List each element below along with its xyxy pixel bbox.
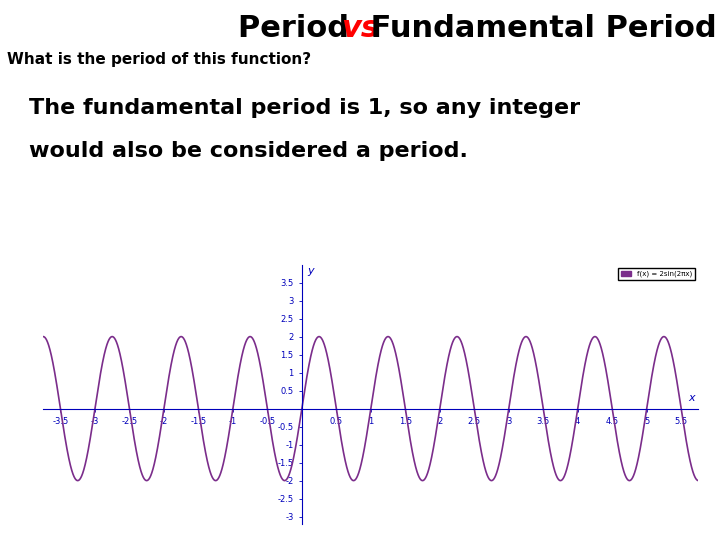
Legend: f(x) = 2sin(2πx): f(x) = 2sin(2πx) [618, 268, 695, 280]
Text: What is the period of this function?: What is the period of this function? [7, 52, 311, 66]
Text: x: x [688, 393, 695, 403]
Text: The fundamental period is 1, so any integer: The fundamental period is 1, so any inte… [29, 98, 580, 118]
Text: vs: vs [341, 14, 379, 43]
Text: Period: Period [238, 14, 360, 43]
Text: Fundamental Period: Fundamental Period [360, 14, 716, 43]
Text: y: y [307, 266, 314, 276]
Text: Period vs Fundamental Period: Period vs Fundamental Period [0, 539, 1, 540]
Text: would also be considered a period.: would also be considered a period. [29, 141, 468, 161]
